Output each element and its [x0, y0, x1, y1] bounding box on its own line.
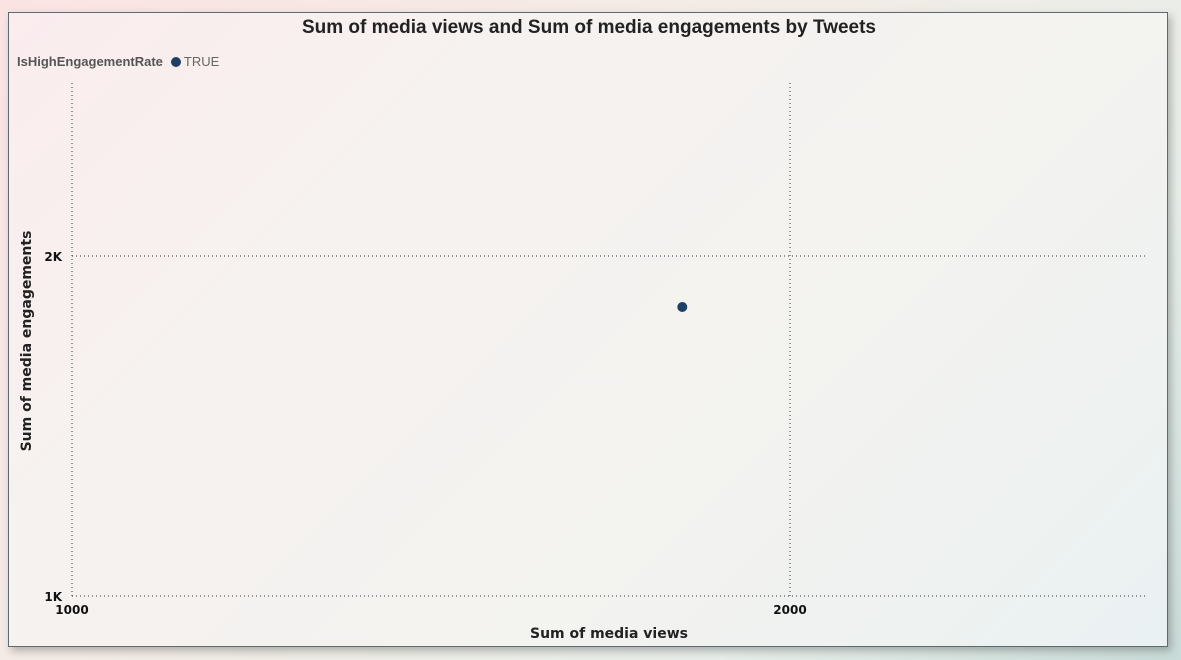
scatter-plot: 1000 2000 1K 2K Sum of media views Sum of m…: [19, 83, 1146, 642]
data-point[interactable]: [677, 302, 688, 312]
chart-title: Sum of media views and Sum of media enga…: [301, 17, 877, 38]
x-tick-label: 2000: [773, 603, 806, 617]
tick-labels: 1000 2000 1K 2K: [44, 250, 806, 617]
legend-marker-icon: [170, 56, 181, 67]
gridlines: [71, 83, 1146, 597]
y-axis-title: Sum of media engagements: [19, 231, 35, 452]
x-axis-title: Sum of media views: [530, 626, 688, 642]
x-tick-label: 1000: [55, 603, 88, 617]
chart-card: Sum of media views and Sum of media enga…: [8, 12, 1168, 647]
legend-title: IsHighEngagementRate: [17, 54, 163, 69]
legend-label[interactable]: TRUE: [183, 54, 220, 69]
data-points: [677, 302, 688, 312]
legend: IsHighEngagementRate TRUE: [17, 54, 219, 69]
y-tick-label: 1K: [44, 590, 62, 604]
y-tick-label: 2K: [44, 250, 62, 264]
